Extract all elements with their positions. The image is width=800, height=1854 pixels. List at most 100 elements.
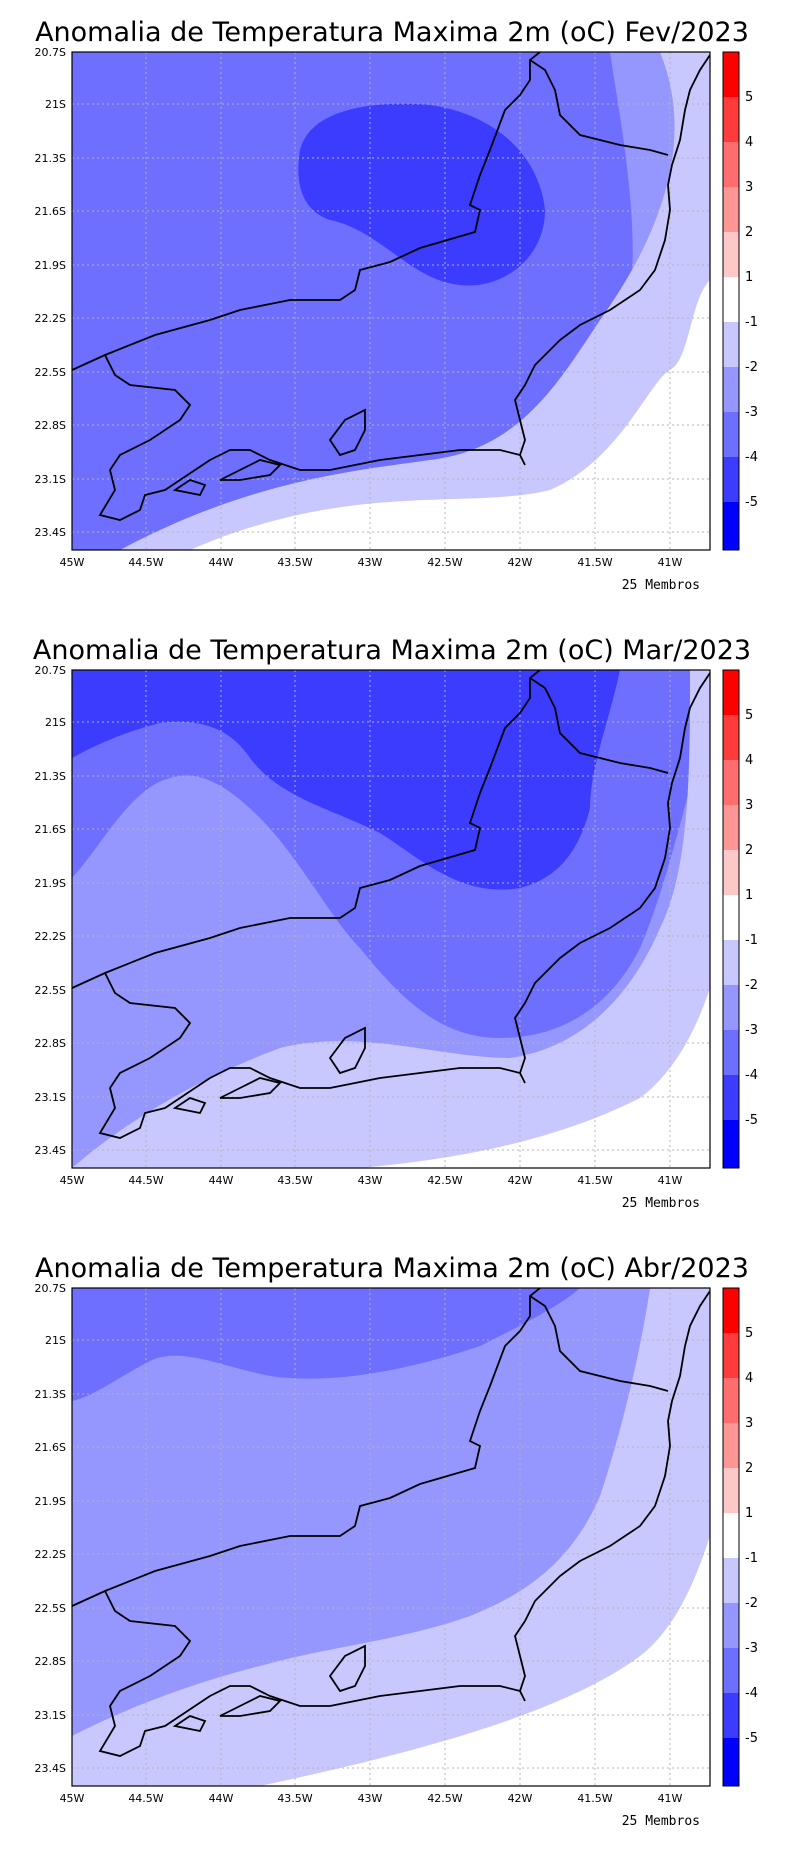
colorbar-label: -5 — [745, 495, 758, 510]
colorbar-label: 5 — [745, 90, 753, 105]
colorbar-label: 3 — [745, 798, 753, 813]
lon-tick: 43.5W — [277, 556, 312, 569]
lon-tick: 42.5W — [427, 1792, 462, 1805]
lat-tick: 23.1S — [35, 1709, 66, 1722]
map-frame — [71, 669, 711, 1169]
colorbar: 5 4 3 2 1 -1 -2 -3 -4 -5 — [722, 1287, 758, 1787]
colorbar: 5 4 3 2 1 -1 -2 -3 -4 -5 — [722, 669, 758, 1169]
lon-tick: 44.5W — [128, 1174, 163, 1187]
colorbar-label: 4 — [745, 753, 753, 768]
members-label: 25 Membros — [622, 578, 700, 593]
lat-tick: 21.9S — [35, 1495, 66, 1508]
lon-tick: 42W — [508, 1174, 533, 1187]
coastline-borders — [72, 52, 710, 521]
colorbar-label: 4 — [745, 1371, 753, 1386]
map-title: Anomalia de Temperatura Maxima 2m (oC) F… — [35, 17, 749, 48]
lat-tick: 22.8S — [35, 1655, 66, 1668]
colorbar-label: -3 — [745, 405, 758, 420]
colorbar-label: -1 — [745, 1551, 758, 1566]
anomaly-shading — [72, 670, 710, 1168]
lat-tick: 23.1S — [35, 1091, 66, 1104]
colorbar: 5 4 3 2 1 -1 -2 -3 -4 -5 — [722, 51, 758, 551]
colorbar-label: -5 — [745, 1731, 758, 1746]
lon-axis: 45W 44.5W 44W 43.5W 43W 42.5W 42W 41.5W … — [60, 556, 683, 569]
colorbar-label: 1 — [745, 270, 753, 285]
lat-tick: 21.3S — [35, 770, 66, 783]
lon-tick: 44W — [209, 556, 234, 569]
lat-tick: 22.5S — [35, 984, 66, 997]
lon-tick: 41.5W — [577, 1174, 612, 1187]
lon-tick: 41.5W — [577, 556, 612, 569]
lat-tick: 22.2S — [35, 1548, 66, 1561]
lat-tick: 21.6S — [35, 1441, 66, 1454]
colorbar-label: -1 — [745, 933, 758, 948]
lat-axis: 20.7S 21S 21.3S 21.6S 21.9S 22.2S 22.5S … — [35, 664, 66, 1157]
map-frame — [71, 1287, 711, 1787]
lon-tick: 45W — [60, 1174, 85, 1187]
lon-tick: 43W — [358, 1792, 383, 1805]
coastline-borders — [72, 670, 710, 1139]
anomaly-shading — [72, 1288, 710, 1786]
lat-tick: 21.6S — [35, 205, 66, 218]
lat-tick: 20.7S — [35, 1282, 66, 1295]
lon-tick: 42W — [508, 1792, 533, 1805]
map-panel-fev: Anomalia de Temperatura Maxima 2m (oC) F… — [0, 0, 800, 618]
lon-tick: 42.5W — [427, 556, 462, 569]
lat-tick: 21.9S — [35, 877, 66, 890]
map-frame — [71, 51, 711, 551]
colorbar-label: -3 — [745, 1641, 758, 1656]
lat-tick: 20.7S — [35, 664, 66, 677]
lat-tick: 21.6S — [35, 823, 66, 836]
lat-tick: 22.2S — [35, 312, 66, 325]
colorbar-label: 2 — [745, 843, 753, 858]
colorbar-label: 5 — [745, 1326, 753, 1341]
lon-axis: 45W 44.5W 44W 43.5W 43W 42.5W 42W 41.5W … — [60, 1792, 683, 1805]
lat-tick: 22.5S — [35, 366, 66, 379]
lon-tick: 42W — [508, 556, 533, 569]
anomaly-shading — [72, 52, 710, 550]
lon-tick: 41W — [658, 556, 683, 569]
lat-tick: 20.7S — [35, 46, 66, 59]
lat-axis: 20.7S 21S 21.3S 21.6S 21.9S 22.2S 22.5S … — [35, 46, 66, 539]
map-panel-mar: Anomalia de Temperatura Maxima 2m (oC) M… — [0, 618, 800, 1236]
colorbar-label: 5 — [745, 708, 753, 723]
lat-tick: 22.5S — [35, 1602, 66, 1615]
lat-tick: 21.3S — [35, 1388, 66, 1401]
lon-tick: 44.5W — [128, 556, 163, 569]
map-panel-abr: Anomalia de Temperatura Maxima 2m (oC) A… — [0, 1236, 800, 1854]
lon-tick: 43.5W — [277, 1174, 312, 1187]
colorbar-label: 2 — [745, 225, 753, 240]
coastline-borders — [72, 1288, 710, 1757]
lat-tick: 21.3S — [35, 152, 66, 165]
colorbar-label: 4 — [745, 135, 753, 150]
colorbar-label: -4 — [745, 1068, 758, 1083]
colorbar-label: -2 — [745, 360, 758, 375]
lat-tick: 21S — [45, 716, 66, 729]
lat-tick: 21S — [45, 1334, 66, 1347]
lon-tick: 44W — [209, 1792, 234, 1805]
map-title: Anomalia de Temperatura Maxima 2m (oC) M… — [33, 635, 751, 666]
colorbar-label: -4 — [745, 450, 758, 465]
members-label: 25 Membros — [622, 1814, 700, 1829]
colorbar-label: 2 — [745, 1461, 753, 1476]
lon-tick: 44W — [209, 1174, 234, 1187]
lat-tick: 23.4S — [35, 526, 66, 539]
lat-tick: 23.4S — [35, 1144, 66, 1157]
colorbar-label: 3 — [745, 180, 753, 195]
colorbar-label: -5 — [745, 1113, 758, 1128]
lon-tick: 41W — [658, 1174, 683, 1187]
members-label: 25 Membros — [622, 1196, 700, 1211]
lat-tick: 23.4S — [35, 1762, 66, 1775]
map-panel-svg: Anomalia de Temperatura Maxima 2m (oC) M… — [33, 635, 758, 1211]
lon-tick: 43W — [358, 1174, 383, 1187]
lon-tick: 45W — [60, 556, 85, 569]
lon-axis: 45W 44.5W 44W 43.5W 43W 42.5W 42W 41.5W … — [60, 1174, 683, 1187]
colorbar-label: 1 — [745, 888, 753, 903]
colorbar-label: -2 — [745, 978, 758, 993]
lon-tick: 42.5W — [427, 1174, 462, 1187]
lat-tick: 22.8S — [35, 419, 66, 432]
lon-tick: 44.5W — [128, 1792, 163, 1805]
lon-tick: 41.5W — [577, 1792, 612, 1805]
colorbar-label: -3 — [745, 1023, 758, 1038]
lat-tick: 23.1S — [35, 473, 66, 486]
